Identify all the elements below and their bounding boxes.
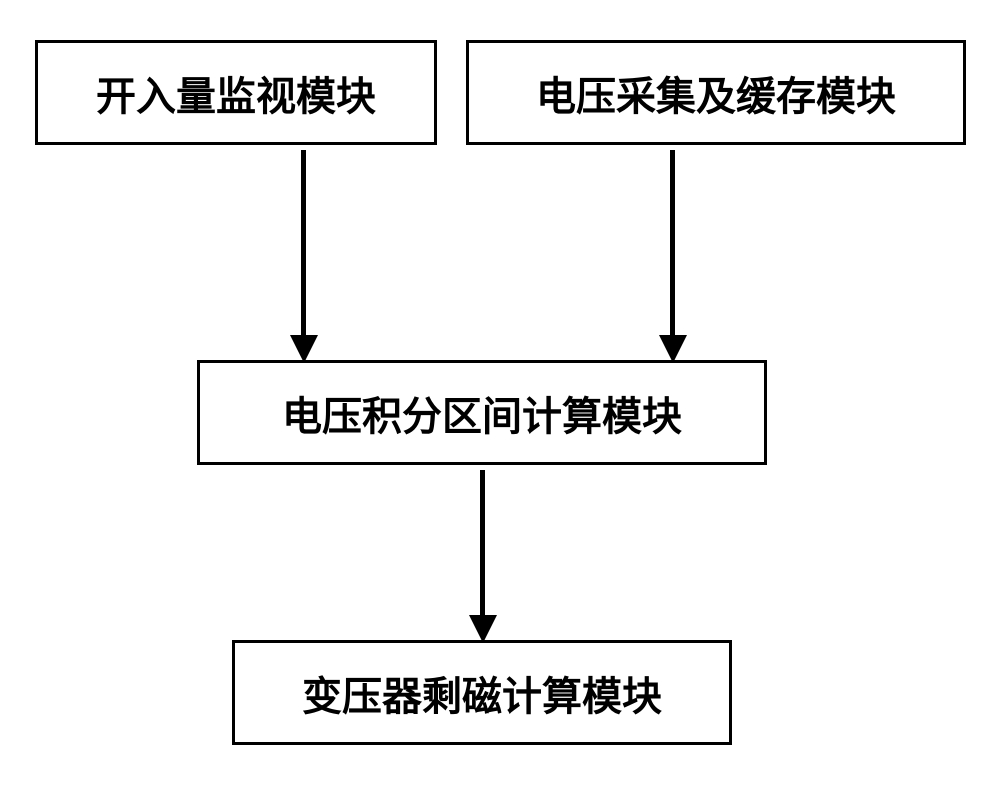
- edge-line-2: [670, 150, 675, 335]
- edge-arrow-1: [290, 335, 318, 363]
- node-voltage-collect: 电压采集及缓存模块: [466, 40, 966, 145]
- node-input-monitor-label: 开入量监视模块: [96, 64, 376, 122]
- node-input-monitor: 开入量监视模块: [35, 40, 437, 145]
- edge-line-3: [480, 470, 485, 615]
- node-voltage-integral-label: 电压积分区间计算模块: [282, 384, 682, 442]
- edge-arrow-2: [659, 335, 687, 363]
- edge-arrow-3: [469, 615, 497, 643]
- node-transformer-residual: 变压器剩磁计算模块: [232, 640, 732, 745]
- node-voltage-collect-label: 电压采集及缓存模块: [536, 64, 896, 122]
- edge-line-1: [301, 150, 306, 335]
- node-transformer-residual-label: 变压器剩磁计算模块: [302, 664, 662, 722]
- node-voltage-integral: 电压积分区间计算模块: [197, 360, 767, 465]
